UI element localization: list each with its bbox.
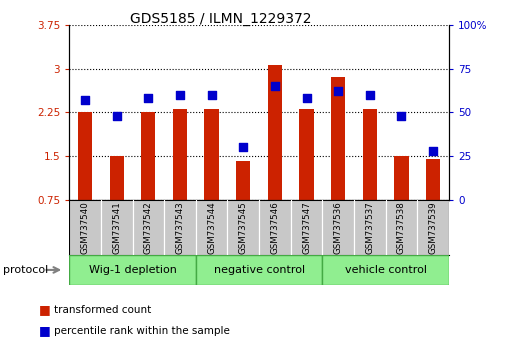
Bar	[101, 200, 132, 255]
Bar	[426, 159, 440, 200]
Bar	[173, 109, 187, 200]
Point	[113, 113, 121, 119]
Bar	[196, 255, 322, 285]
Text: GSM737540: GSM737540	[81, 201, 90, 254]
Point	[271, 83, 279, 89]
Text: GSM737543: GSM737543	[175, 201, 185, 254]
Point	[176, 92, 184, 98]
Point	[81, 97, 89, 103]
Text: GSM737538: GSM737538	[397, 201, 406, 254]
Point	[334, 88, 342, 94]
Bar	[69, 255, 196, 285]
Bar	[291, 200, 322, 255]
Text: GSM737539: GSM737539	[428, 201, 438, 254]
Bar	[386, 200, 417, 255]
Text: GSM737537: GSM737537	[365, 201, 374, 254]
Bar	[322, 255, 449, 285]
Text: ■: ■	[38, 303, 50, 316]
Text: GSM737547: GSM737547	[302, 201, 311, 254]
Bar	[196, 200, 227, 255]
Text: GDS5185 / ILMN_1229372: GDS5185 / ILMN_1229372	[130, 12, 311, 27]
Bar	[363, 109, 377, 200]
Bar	[236, 161, 250, 200]
Point	[302, 96, 310, 101]
Bar	[259, 200, 291, 255]
Text: ■: ■	[38, 325, 50, 337]
Point	[429, 148, 437, 154]
Bar	[322, 200, 354, 255]
Text: GSM737536: GSM737536	[333, 201, 343, 254]
Bar	[132, 200, 164, 255]
Bar	[78, 113, 92, 200]
Bar	[417, 200, 449, 255]
Point	[366, 92, 374, 98]
Bar	[354, 200, 386, 255]
Bar	[164, 200, 196, 255]
Text: percentile rank within the sample: percentile rank within the sample	[54, 326, 230, 336]
Point	[397, 113, 405, 119]
Text: GSM737541: GSM737541	[112, 201, 121, 254]
Bar	[268, 65, 282, 200]
Text: Wig-1 depletion: Wig-1 depletion	[89, 265, 176, 275]
Point	[239, 145, 247, 150]
Point	[144, 96, 152, 101]
Point	[207, 92, 215, 98]
Bar	[300, 109, 313, 200]
Bar	[331, 78, 345, 200]
Text: GSM737545: GSM737545	[239, 201, 248, 254]
Text: GSM737546: GSM737546	[270, 201, 280, 254]
Text: GSM737544: GSM737544	[207, 201, 216, 254]
Bar	[227, 200, 259, 255]
Text: GSM737542: GSM737542	[144, 201, 153, 254]
Text: transformed count: transformed count	[54, 305, 151, 315]
Text: negative control: negative control	[213, 265, 305, 275]
Text: protocol: protocol	[3, 265, 48, 275]
Bar	[69, 200, 101, 255]
Text: vehicle control: vehicle control	[345, 265, 427, 275]
Bar	[205, 109, 219, 200]
Bar	[110, 156, 124, 200]
Bar	[394, 156, 408, 200]
Bar	[141, 113, 155, 200]
